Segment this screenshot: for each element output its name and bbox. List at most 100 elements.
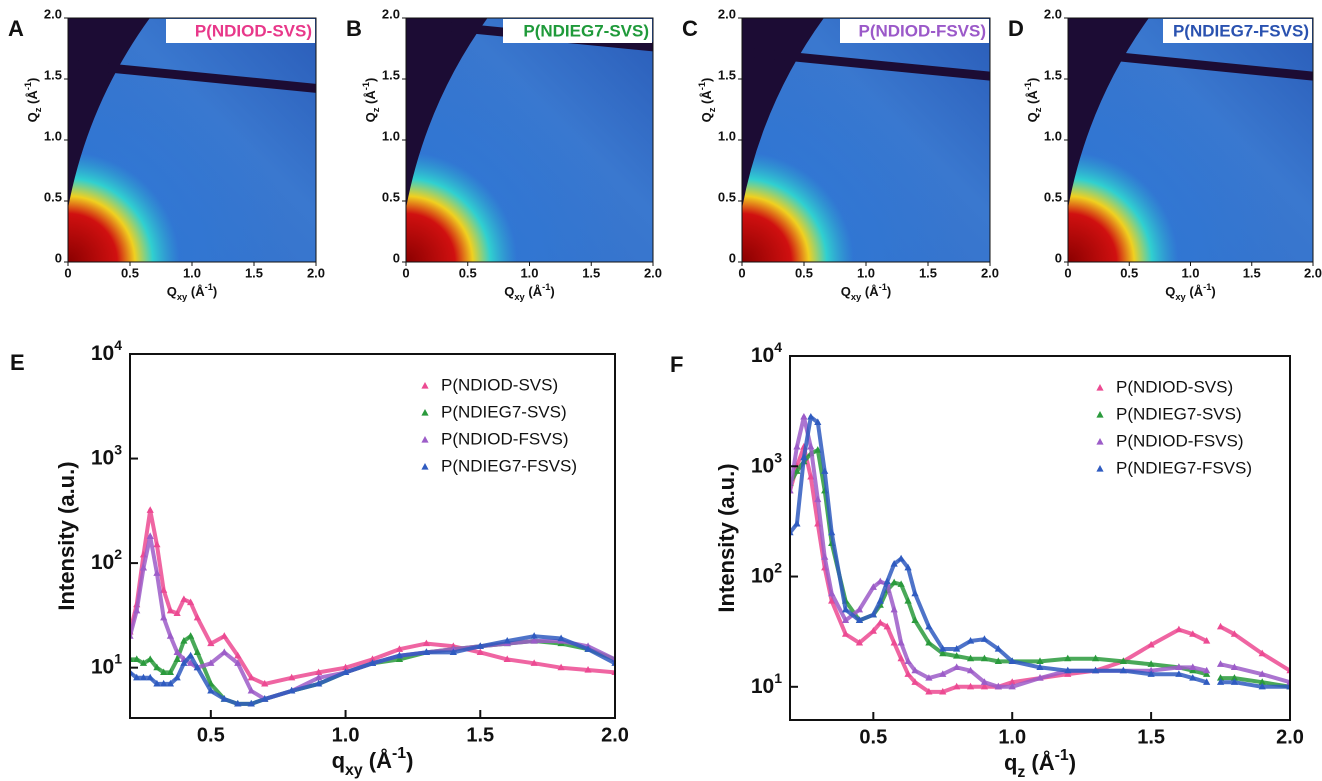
data-point [939,645,947,652]
y-tick-label: 1.5 [382,67,400,82]
data-point [220,695,228,702]
data-point [980,682,989,690]
label-part: z [1017,764,1025,781]
x-tick-label: 2.0 [307,265,325,280]
data-point [1064,666,1072,674]
y-axis-label: Intensity (a.u.) [714,463,739,612]
data-point [207,639,215,647]
label-part: ) [887,284,891,299]
x-axis-label: qxy (Å-1) [332,745,414,779]
y-tick-label: 1.5 [718,67,736,82]
x-tick-label: 0 [1064,265,1071,280]
data-point [1119,666,1127,674]
x-tick-label: 2.0 [1304,265,1322,280]
data-point [904,563,912,571]
x-axis-label: qz (Å-1) [1004,747,1076,781]
data-point [1203,670,1211,677]
data-point [1216,622,1225,630]
data-point [166,679,175,687]
x-tick-label: 1.0 [332,724,360,746]
data-point [1230,678,1239,685]
legend-label: P(NDIOD-FSVS) [1116,431,1244,450]
data-point [966,682,975,690]
panel-title: P(NDIEG7-FSVS) [1173,21,1309,40]
label-part: Q [1025,112,1040,122]
title-box [166,19,315,43]
legend-marker [421,463,429,470]
series-line [1220,662,1290,685]
data-point [876,597,884,604]
data-point [315,668,323,676]
data-point [925,687,933,695]
data-point [139,563,148,571]
data-point [1258,682,1266,690]
label-part: (Å [1025,90,1040,108]
data-point [1216,660,1225,667]
x-tick-label: 0.5 [795,265,813,280]
data-point [187,632,195,639]
y-axis-label: Qz (Å-1) [1023,78,1043,123]
data-point [261,679,269,687]
label-part: ) [1025,78,1040,82]
data-point [911,666,919,674]
label-part: (Å [1025,749,1054,775]
data-point [821,553,829,560]
data-point [153,679,161,687]
label-part: ) [1069,750,1076,775]
y-tick-label: 1.0 [44,128,62,143]
label-part: (Å [363,90,378,108]
y-axis-label: Intensity (a.u.) [54,461,79,610]
data-point [814,418,822,425]
data-point [187,659,195,666]
y-tick-label: 103 [751,449,782,477]
data-point [146,532,154,540]
label-part: z [707,107,717,112]
data-point [1258,678,1266,685]
label-part: Q [841,284,851,299]
data-point [1216,674,1225,681]
data-point [890,638,898,646]
data-point [1147,670,1155,677]
label-part: -1 [23,82,33,90]
data-point [133,606,141,614]
data-point [1203,678,1211,685]
panel-label: F [670,352,683,377]
data-point [828,589,836,597]
x-tick-label: 2.0 [601,724,629,746]
label-part: xy [177,292,188,302]
series-line [1219,625,1290,673]
data-point [807,442,815,450]
label-part: xy [345,762,363,779]
data-point [1147,666,1155,674]
data-point [341,668,350,676]
data-point [530,636,538,644]
label-part: xy [514,292,525,302]
y-axis-label: Qz (Å-1) [23,78,43,123]
data-point [953,663,961,670]
y-tick-label: 2.0 [44,6,62,21]
tick-base: 10 [751,344,774,367]
data-point [160,668,168,676]
data-point [883,622,891,630]
data-point [1230,663,1239,670]
data-point [1189,674,1197,681]
x-tick-label: 1.5 [1137,726,1165,748]
data-point [220,632,228,639]
data-point [1203,666,1211,674]
data-point [793,519,801,527]
series-line [130,634,615,706]
data-point [153,663,161,671]
data-point [904,597,912,604]
data-point [911,589,919,597]
data-point [925,674,933,681]
data-point [1189,630,1197,637]
data-point [187,598,195,606]
y-tick-label: 2.0 [718,6,736,21]
tick-exponent: 2 [114,546,122,562]
label-part: (Å [363,747,392,773]
data-point [288,673,296,681]
y-axis-label: Qz (Å-1) [697,78,717,123]
series-line [790,415,1208,685]
x-axis-label: Qxy (Å-1) [504,282,555,302]
x-tick-label: 1.5 [582,265,600,280]
